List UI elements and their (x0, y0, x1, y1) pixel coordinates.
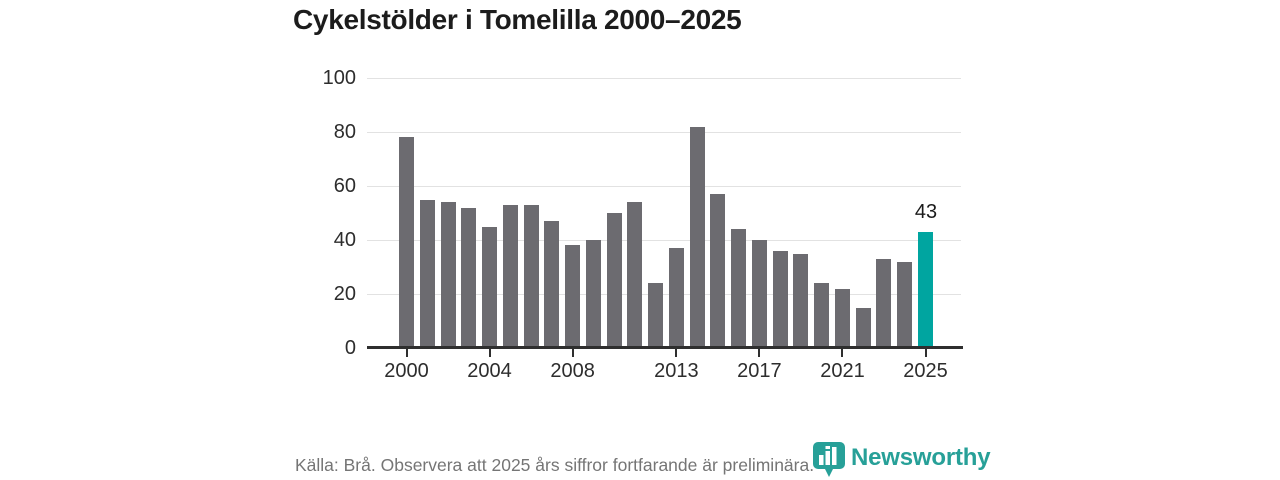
newsworthy-logo-text: Newsworthy (851, 444, 991, 471)
bar-2008 (565, 245, 581, 348)
x-tick-2008 (571, 349, 574, 357)
x-tick-2000 (405, 349, 408, 357)
bar-2006 (523, 204, 539, 348)
bar-2018 (772, 250, 788, 348)
bar-2024 (897, 261, 913, 348)
bar-2005 (502, 204, 518, 348)
bar-2016 (731, 229, 747, 348)
bar-2010 (606, 213, 622, 348)
y-tick-label-0: 0 (344, 337, 356, 359)
x-tick-label-2004: 2004 (467, 360, 512, 382)
bar-2001 (419, 199, 435, 348)
bar-2000 (399, 137, 414, 348)
x-axis-line (367, 346, 963, 349)
source-note: Källa: Brå. Observera att 2025 års siffr… (295, 455, 815, 475)
bar-2014 (689, 126, 705, 348)
y-tick-label-20: 20 (333, 283, 356, 305)
bar-2003 (461, 207, 477, 348)
bar-2020 (814, 283, 830, 348)
bar-2009 (585, 240, 601, 348)
bar-2017 (751, 240, 767, 348)
x-tick-label-2017: 2017 (737, 360, 782, 382)
gridline-y-80 (367, 132, 961, 133)
x-tick-2021 (841, 349, 844, 357)
bar-2013 (668, 248, 684, 348)
x-tick-label-2013: 2013 (654, 360, 699, 382)
bar-2011 (627, 202, 643, 348)
gridline-y-40 (367, 240, 961, 241)
x-tick-2013 (675, 349, 678, 357)
y-tick-label-80: 80 (333, 121, 356, 143)
bar-2023 (876, 258, 892, 348)
bar-2015 (710, 194, 726, 348)
x-tick-label-2025: 2025 (903, 360, 948, 382)
plot-area (367, 78, 961, 348)
gridline-y-100 (367, 78, 961, 79)
bar-2007 (544, 221, 560, 348)
bar-2002 (440, 202, 456, 348)
y-tick-label-100: 100 (322, 67, 356, 89)
x-tick-label-2008: 2008 (550, 360, 595, 382)
gridline-y-60 (367, 186, 961, 187)
bar-2019 (793, 253, 809, 348)
x-tick-label-2021: 2021 (820, 360, 865, 382)
highlight-bar-value-label: 43 (914, 201, 938, 223)
x-tick-2017 (758, 349, 761, 357)
newsworthy-logo: Newsworthy (812, 441, 991, 478)
bar-2025 (918, 231, 933, 348)
x-tick-label-2000: 2000 (384, 360, 429, 382)
bar-2022 (855, 307, 871, 348)
bar-2021 (834, 288, 850, 348)
bar-2004 (482, 226, 498, 348)
bar-2012 (648, 283, 664, 348)
gridline-y-20 (367, 294, 961, 295)
chart-title: Cykelstölder i Tomelilla 2000–2025 (293, 4, 742, 35)
x-tick-2004 (488, 349, 491, 357)
newsworthy-pin-chart-icon (813, 442, 845, 477)
y-tick-label-60: 60 (333, 175, 356, 197)
y-tick-label-40: 40 (333, 229, 356, 251)
x-tick-2025 (924, 349, 927, 357)
